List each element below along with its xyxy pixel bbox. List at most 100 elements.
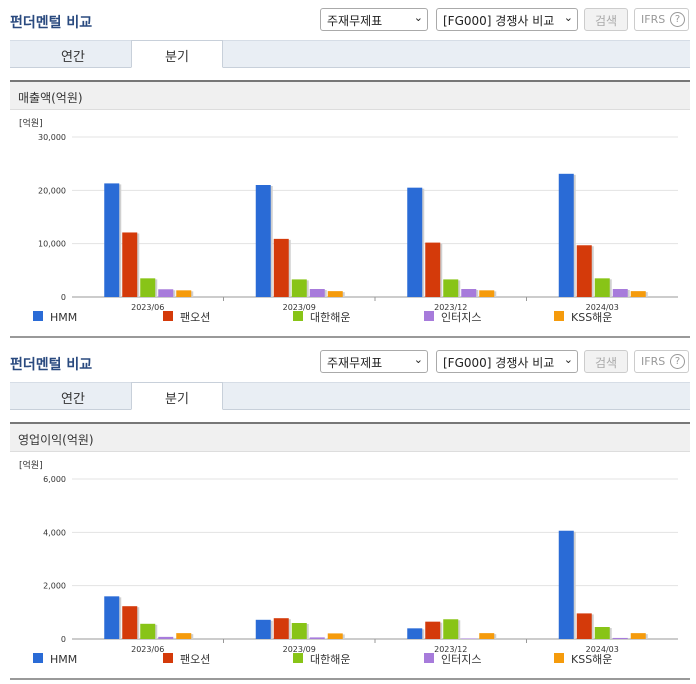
bar-인터지스 bbox=[461, 638, 477, 639]
bar-대한해운 bbox=[594, 627, 610, 639]
legend-label: 대한해운 bbox=[310, 652, 350, 666]
x-tick-label: 2023/09 bbox=[283, 303, 316, 312]
x-tick-label: 2023/09 bbox=[283, 645, 316, 654]
metric-title: 매출액(억원) bbox=[18, 91, 83, 105]
legend-swatch-HMM bbox=[33, 653, 43, 663]
bar-KSS해운 bbox=[630, 633, 646, 639]
chevron-down-icon: ⌄ bbox=[563, 353, 573, 366]
bar-대한해운 bbox=[291, 623, 307, 639]
legend-swatch-HMM bbox=[33, 311, 43, 321]
metric-header: 매출액(억원) bbox=[10, 80, 690, 110]
bar-KSS해운 bbox=[479, 633, 495, 639]
bar-팬오션 bbox=[122, 232, 138, 297]
ifrs-label: IFRS bbox=[641, 13, 666, 26]
chevron-down-icon: ⌄ bbox=[413, 11, 423, 24]
bar-대한해운 bbox=[140, 278, 156, 297]
legend-swatch-KSS해운 bbox=[554, 311, 564, 321]
x-tick-label: 2024/03 bbox=[586, 303, 619, 312]
legend-swatch-KSS해운 bbox=[554, 653, 564, 663]
section-title: 펀더멘털 비교 bbox=[10, 15, 93, 31]
y-tick-label: 30,000 bbox=[38, 133, 66, 142]
y-tick-label: 2,000 bbox=[43, 582, 66, 591]
metric-header: 영업이익(억원) bbox=[10, 422, 690, 452]
x-tick-label: 2024/03 bbox=[586, 645, 619, 654]
section-divider bbox=[10, 336, 690, 338]
tab-quarterly[interactable]: 분기 bbox=[131, 382, 223, 410]
bar-HMM bbox=[558, 530, 574, 639]
search-button[interactable]: 검색 bbox=[584, 8, 628, 31]
legend-label: HMM bbox=[50, 311, 77, 324]
bar-팬오션 bbox=[273, 618, 289, 639]
bar-HMM bbox=[104, 183, 120, 297]
bar-인터지스 bbox=[158, 636, 174, 639]
fundamental-compare-operating-profit: 펀더멘털 비교 주재무제표 ⌄ [FG000] 경쟁사 비교 ⌄ 검색 IFRS… bbox=[0, 342, 696, 684]
y-unit-label: [억원] bbox=[19, 459, 43, 471]
search-button[interactable]: 검색 bbox=[584, 350, 628, 373]
y-tick-label: 4,000 bbox=[43, 528, 66, 537]
bar-팬오션 bbox=[425, 621, 441, 639]
bar-팬오션 bbox=[122, 606, 138, 639]
bar-인터지스 bbox=[309, 289, 325, 297]
section-divider bbox=[10, 678, 690, 680]
peer-group-select[interactable]: [FG000] 경쟁사 비교 ⌄ bbox=[436, 350, 578, 373]
section-header: 펀더멘털 비교 주재무제표 ⌄ [FG000] 경쟁사 비교 ⌄ 검색 IFRS… bbox=[0, 342, 696, 382]
legend-swatch-팬오션 bbox=[163, 653, 173, 663]
bar-팬오션 bbox=[273, 238, 289, 297]
bar-인터지스 bbox=[612, 289, 628, 297]
ifrs-info-button[interactable]: IFRS ? bbox=[634, 350, 689, 373]
bar-HMM bbox=[255, 619, 271, 639]
bar-KSS해운 bbox=[176, 633, 192, 639]
statement-type-select[interactable]: 주재무제표 ⌄ bbox=[320, 8, 428, 31]
peer-group-select[interactable]: [FG000] 경쟁사 비교 ⌄ bbox=[436, 8, 578, 31]
legend-label: 팬오션 bbox=[180, 311, 210, 324]
bar-팬오션 bbox=[576, 245, 592, 297]
help-icon: ? bbox=[670, 12, 685, 27]
statement-type-select[interactable]: 주재무제표 ⌄ bbox=[320, 350, 428, 373]
ifrs-label: IFRS bbox=[641, 355, 666, 368]
statement-type-value: 주재무제표 bbox=[327, 14, 383, 28]
section-title: 펀더멘털 비교 bbox=[10, 357, 93, 373]
legend-label: 팬오션 bbox=[180, 653, 210, 666]
y-tick-label: 0 bbox=[61, 293, 66, 302]
legend-label: HMM bbox=[50, 653, 77, 666]
bar-KSS해운 bbox=[479, 290, 495, 297]
bar-인터지스 bbox=[309, 637, 325, 639]
bar-HMM bbox=[255, 185, 271, 297]
bar-KSS해운 bbox=[327, 291, 343, 297]
tab-annual[interactable]: 연간 bbox=[61, 392, 85, 407]
chevron-down-icon: ⌄ bbox=[413, 353, 423, 366]
bar-대한해운 bbox=[443, 619, 459, 639]
legend-swatch-인터지스 bbox=[424, 653, 434, 663]
x-tick-label: 2023/12 bbox=[434, 645, 467, 654]
fundamental-compare-revenue: 펀더멘털 비교 주재무제표 ⌄ [FG000] 경쟁사 비교 ⌄ 검색 IFRS… bbox=[10, 8, 690, 338]
bar-HMM bbox=[558, 173, 574, 297]
bar-HMM bbox=[104, 596, 120, 639]
statement-type-value: 주재무제표 bbox=[327, 356, 383, 370]
bar-대한해운 bbox=[443, 279, 459, 297]
legend-label: KSS해운 bbox=[571, 310, 612, 324]
y-tick-label: 6,000 bbox=[43, 475, 66, 484]
y-tick-label: 10,000 bbox=[38, 240, 66, 249]
x-tick-label: 2023/12 bbox=[434, 303, 467, 312]
tab-quarterly[interactable]: 분기 bbox=[131, 40, 223, 68]
peer-group-value: [FG000] 경쟁사 비교 bbox=[443, 356, 555, 370]
bar-인터지스 bbox=[612, 637, 628, 639]
revenue-bar-chart: [억원] 0 10,000 20,000 30,000 2023/06 2023/09 202… bbox=[19, 117, 678, 324]
help-icon: ? bbox=[670, 354, 685, 369]
legend-label: 인터지스 bbox=[441, 653, 481, 666]
bar-인터지스 bbox=[461, 289, 477, 297]
tab-annual[interactable]: 연간 bbox=[61, 50, 85, 65]
bar-팬오션 bbox=[425, 242, 441, 297]
bar-대한해운 bbox=[291, 279, 307, 297]
legend-label: KSS해운 bbox=[571, 652, 612, 666]
bar-HMM bbox=[407, 628, 423, 639]
legend-swatch-팬오션 bbox=[163, 311, 173, 321]
bar-팬오션 bbox=[576, 613, 592, 639]
ifrs-info-button[interactable]: IFRS ? bbox=[634, 8, 689, 31]
bar-KSS해운 bbox=[327, 633, 343, 639]
x-tick-label: 2023/06 bbox=[131, 303, 164, 312]
x-tick-label: 2023/06 bbox=[131, 645, 164, 654]
legend-label: 대한해운 bbox=[310, 310, 350, 324]
chevron-down-icon: ⌄ bbox=[563, 11, 573, 24]
bar-KSS해운 bbox=[176, 290, 192, 297]
